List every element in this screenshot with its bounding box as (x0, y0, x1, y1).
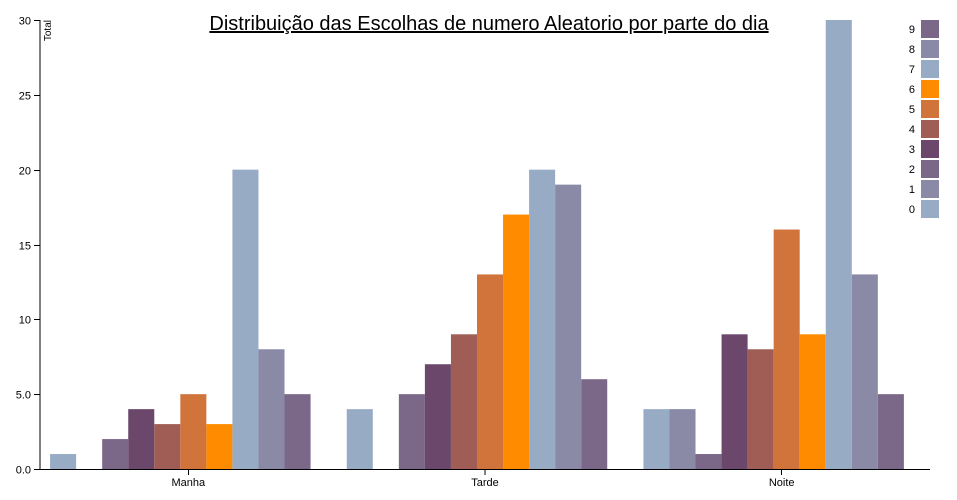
bar-tarde-2 (398, 394, 425, 469)
bar-noite-7 (825, 20, 852, 469)
legend-item: 6 (909, 80, 939, 98)
x-axis: Manha Tarde Noite (40, 469, 930, 489)
legend-label: 5 (909, 104, 915, 116)
legend-swatch (921, 20, 939, 38)
bar-noite-2 (695, 454, 722, 469)
x-tick-label: Tarde (471, 477, 499, 489)
bar-tarde-4 (450, 334, 477, 469)
bar-tarde-3 (424, 364, 451, 469)
bar-manha-0 (50, 454, 77, 469)
legend-item: 4 (909, 120, 939, 138)
bar-tarde-0 (346, 409, 373, 469)
legend-swatch (921, 60, 939, 78)
bar-noite-8 (851, 274, 878, 469)
bar-noite-5 (773, 229, 800, 469)
legend-label: 7 (909, 64, 915, 76)
legend-label: 1 (909, 184, 915, 196)
bar-manha-6 (206, 424, 233, 469)
bar-tarde-8 (555, 184, 582, 469)
bar-noite-4 (747, 349, 774, 469)
bar-manha-5 (180, 394, 207, 469)
legend-label: 0 (909, 204, 915, 216)
bar-tarde-7 (529, 169, 556, 469)
legend-item: 0 (909, 200, 939, 218)
y-tick-label: 5.0 (16, 390, 31, 402)
legend-label: 9 (909, 24, 915, 36)
legend-item: 7 (909, 60, 939, 78)
legend-swatch (921, 120, 939, 138)
y-tick-label: 0.0 (16, 465, 31, 477)
bar-noite-9 (877, 394, 904, 469)
y-axis: 0.0 5.0 10 15 20 25 30 (16, 16, 41, 477)
bar-tarde-5 (476, 274, 504, 469)
legend-swatch (921, 100, 939, 118)
y-tick-label: 15 (19, 241, 31, 253)
y-axis-label: Total (43, 20, 54, 41)
bar-tarde-9 (581, 379, 608, 469)
legend-item: 9 (909, 20, 939, 38)
legend-swatch (921, 200, 939, 218)
bar-noite-6 (799, 334, 826, 469)
bar-noite-3 (721, 334, 748, 469)
x-tick-label: Noite (769, 477, 795, 489)
bars (50, 20, 904, 469)
legend-label: 8 (909, 44, 915, 56)
legend-label: 2 (909, 164, 915, 176)
legend-label: 3 (909, 144, 915, 156)
legend-item: 2 (909, 160, 939, 178)
bar-noite-0 (643, 409, 670, 469)
chart-title: Distribuição das Escolhas de numero Alea… (209, 13, 769, 35)
legend-swatch (921, 140, 939, 158)
legend-item: 5 (909, 100, 939, 118)
legend-item: 1 (909, 180, 939, 198)
y-tick-label: 20 (19, 166, 31, 178)
bar-manha-8 (258, 349, 285, 469)
legend-label: 4 (909, 124, 915, 136)
x-tick-label: Manha (172, 477, 207, 489)
y-tick-label: 10 (19, 315, 31, 327)
y-tick-label: 30 (19, 16, 31, 28)
bar-noite-1 (669, 409, 696, 469)
bar-manha-4 (154, 424, 181, 469)
legend-swatch (921, 40, 939, 58)
legend-swatch (921, 80, 939, 98)
bar-manha-9 (284, 394, 311, 469)
legend-swatch (921, 160, 939, 178)
legend-swatch (921, 180, 939, 198)
legend-item: 3 (909, 140, 939, 158)
bar-manha-2 (102, 439, 129, 469)
bar-manha-7 (232, 169, 259, 469)
bar-tarde-6 (503, 214, 530, 469)
legend: 9 8 7 6 5 4 3 2 1 0 (909, 20, 939, 218)
legend-item: 8 (909, 40, 939, 58)
bar-manha-3 (128, 409, 155, 469)
legend-label: 6 (909, 84, 915, 96)
y-tick-label: 25 (19, 91, 31, 103)
